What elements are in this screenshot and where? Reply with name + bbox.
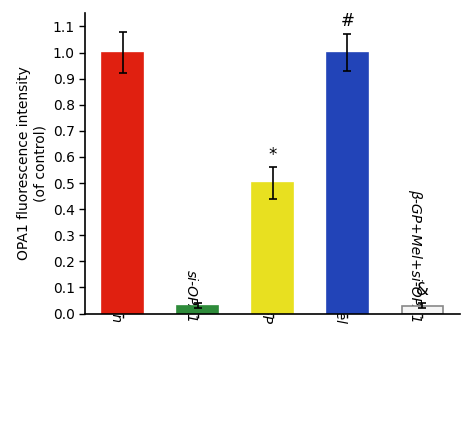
Bar	[102, 52, 144, 314]
Bar	[401, 306, 443, 314]
Bar	[252, 183, 293, 314]
Bar	[177, 306, 219, 314]
Text: &: &	[416, 281, 428, 299]
Bar	[327, 52, 368, 314]
Text: #: #	[340, 13, 354, 30]
Y-axis label: OPA1 fluorescence intensity
(of control): OPA1 fluorescence intensity (of control)	[17, 67, 47, 260]
Text: *: *	[268, 146, 277, 164]
